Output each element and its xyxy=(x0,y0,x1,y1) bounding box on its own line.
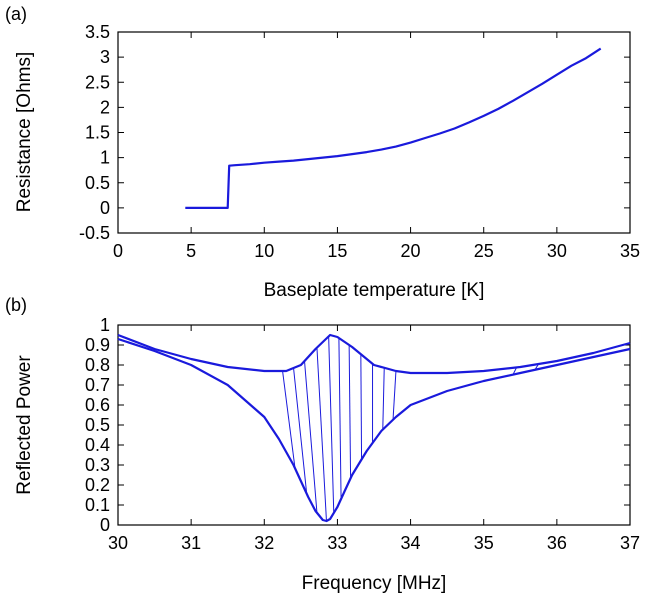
panel-0-xtick-label: 20 xyxy=(401,241,421,261)
panel-0-ytick-label: 3 xyxy=(100,47,110,67)
panel-1-xtick-label: 37 xyxy=(620,533,640,553)
panel-a-ticks: 0 5 10 15 20 25 30 35-0.500.511.522.533.5 xyxy=(79,22,640,261)
panel-0-ytick-label: 1 xyxy=(100,148,110,168)
panel-a-ylabel: Resistance [Ohms] xyxy=(14,52,35,213)
panel-b-lines xyxy=(117,333,631,523)
panel-b-label: (b) xyxy=(5,295,27,315)
panel-0-xtick-label: 15 xyxy=(327,241,347,261)
panel-1-sweep-connector xyxy=(304,360,318,513)
panel-b-frame xyxy=(117,324,631,526)
panel-1-ytick-label: 0.1 xyxy=(85,495,110,515)
panel-1-ytick-label: 1 xyxy=(100,315,110,335)
panel-0-ytick-label: 0 xyxy=(100,198,110,218)
panel-1-sweep-connector xyxy=(316,347,327,522)
panel-1-ytick-label: 0.7 xyxy=(85,375,110,395)
panel-1-ytick-label: 0.3 xyxy=(85,455,110,475)
panel-1-sweep-connector xyxy=(512,367,518,375)
panel-b: (b) 30 31 32 33 34 35 36 3700.10.20.30.40.50.60… xyxy=(5,295,640,594)
panel-a-xlabel: Baseplate temperature [K] xyxy=(264,280,485,301)
panel-1-ytick-label: 0.8 xyxy=(85,355,110,375)
panel-b-xlabel: Frequency [MHz] xyxy=(302,573,447,594)
panel-0-xtick-label: 30 xyxy=(547,241,567,261)
panel-1-series-0-line xyxy=(117,337,631,523)
panel-0-ytick-label: 0.5 xyxy=(85,173,110,193)
panel-b-ylabel: Reflected Power xyxy=(14,355,35,495)
panel-1-ytick-label: 0.5 xyxy=(85,415,110,435)
panel-0-xtick-label: 5 xyxy=(186,241,196,261)
panel-1-series-1-line xyxy=(117,333,631,375)
panel-0-ytick-label: 3.5 xyxy=(85,22,110,42)
panel-0-xtick-label: 25 xyxy=(474,241,494,261)
panel-1-sweep-connector xyxy=(360,354,363,460)
panel-1-ytick-label: 0.9 xyxy=(85,335,110,355)
panel-1-sweep-connector xyxy=(293,367,308,494)
panel-0-xtick-label: 0 xyxy=(113,241,123,261)
panel-0-ytick-label: 2 xyxy=(100,97,110,117)
panel-a: (a) 0 5 10 15 20 25 30 35-0.500.511.522.533.5 B… xyxy=(5,4,640,301)
panel-0-ytick-label: 1.5 xyxy=(85,123,110,143)
panel-0-series-0-line xyxy=(185,47,602,209)
panel-1-ytick-label: 0 xyxy=(100,515,110,535)
panel-0-xtick-label: 10 xyxy=(254,241,274,261)
panel-1-xtick-label: 35 xyxy=(474,533,494,553)
panel-1-sweep-connector xyxy=(328,336,335,514)
panel-1-xtick-label: 32 xyxy=(254,533,274,553)
panel-1-ytick-label: 0.2 xyxy=(85,475,110,495)
panel-a-lines xyxy=(185,47,602,209)
panel-b-ticks: 30 31 32 33 34 35 36 3700.10.20.30.40.50.60.70.… xyxy=(85,315,640,553)
panel-0-ytick-label: -0.5 xyxy=(79,223,110,243)
panel-a-label: (a) xyxy=(5,4,27,24)
panel-1-ytick-label: 0.6 xyxy=(85,395,110,415)
panel-1-xtick-label: 30 xyxy=(108,533,128,553)
panel-1-xtick-label: 34 xyxy=(401,533,421,553)
panel-1-sweep-connector xyxy=(382,367,385,430)
panel-1-sweep-connector xyxy=(338,337,342,500)
panel-1-xtick-label: 33 xyxy=(327,533,347,553)
panel-1-sweep-connector xyxy=(392,370,397,420)
panel-1-sweep-connector xyxy=(282,370,296,469)
panel-a-frame xyxy=(117,31,631,234)
panel-1-xtick-label: 36 xyxy=(547,533,567,553)
panel-1-sweep-connector xyxy=(348,344,352,479)
panel-1-sweep-connector xyxy=(534,363,539,371)
panel-1-xtick-label: 31 xyxy=(181,533,201,553)
panel-0-xtick-label: 35 xyxy=(620,241,640,261)
panel-0-ytick-label: 2.5 xyxy=(85,72,110,92)
panel-1-ytick-label: 0.4 xyxy=(85,435,110,455)
